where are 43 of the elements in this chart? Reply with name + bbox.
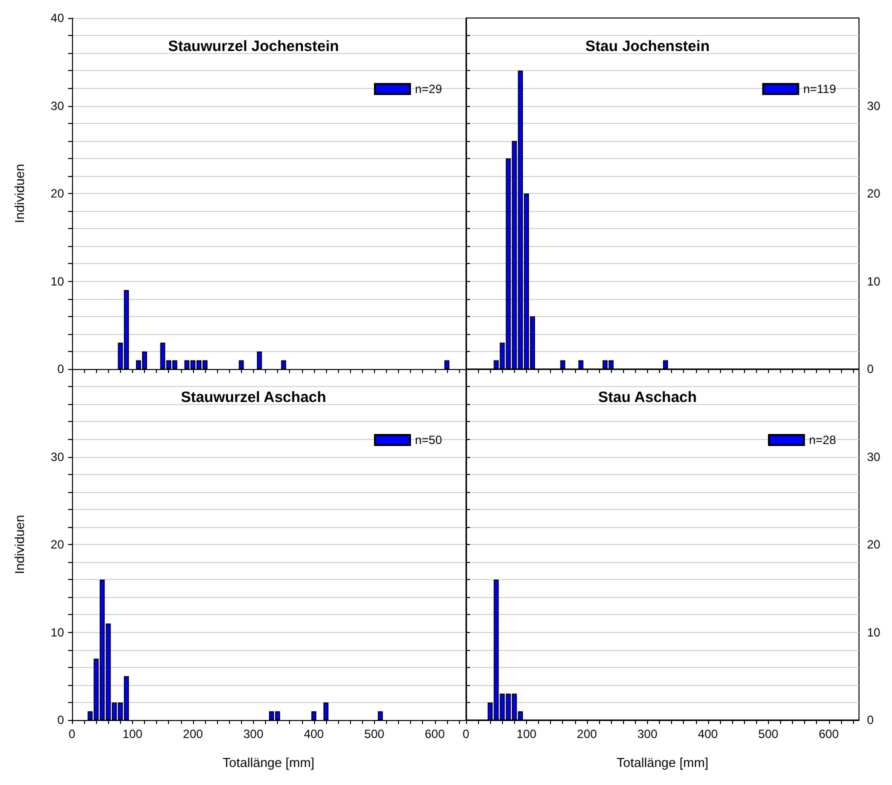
text: Stau Jochenstein xyxy=(585,38,710,55)
y-tick-label: 0 xyxy=(867,362,874,376)
x-tick-label: 600 xyxy=(424,727,446,741)
y-tick-label: 20 xyxy=(867,186,881,200)
text: Stauwurzel Jochenstein xyxy=(168,38,339,55)
y-tick-label: 20 xyxy=(50,186,64,200)
y-tick-label: 10 xyxy=(867,274,881,288)
y-tick-label: 30 xyxy=(867,98,881,113)
y-tick-label: 10 xyxy=(50,274,64,288)
y-tick-label: 30 xyxy=(50,98,64,113)
y-tick-label: 40 xyxy=(50,11,64,25)
x-tick-label: 100 xyxy=(122,727,143,741)
x-tick-label: 0 xyxy=(68,727,76,741)
y-tick-label: 20 xyxy=(50,538,64,552)
x-tick-label: 200 xyxy=(182,727,204,741)
y-tick-label: 20 xyxy=(867,538,881,552)
x-tick-label: 400 xyxy=(304,727,324,741)
y-tick-label: 0 xyxy=(867,713,874,727)
x-tick-label: 300 xyxy=(637,727,658,741)
x-tick-label: 300 xyxy=(243,727,264,741)
x-tick-label: 400 xyxy=(698,727,718,741)
y-tick-label: 0 xyxy=(57,362,64,376)
y-tick-label: 10 xyxy=(50,625,64,640)
x-tick-label: 500 xyxy=(364,727,385,741)
y-tick-label: 0 xyxy=(57,713,64,727)
text: Stau Aschach xyxy=(598,389,697,406)
y-tick-label: 30 xyxy=(50,450,64,464)
x-axis-title: Totallänge [mm] xyxy=(222,755,314,770)
x-tick-label: 500 xyxy=(758,727,779,741)
legend-label: n=119 xyxy=(803,82,836,96)
x-tick-label: 200 xyxy=(576,727,598,741)
text: Stauwurzel Aschach xyxy=(180,389,326,406)
legend-label: n=28 xyxy=(808,433,836,447)
x-tick-label: 0 xyxy=(462,727,470,741)
y-tick-label: 30 xyxy=(867,450,881,464)
x-tick-label: 100 xyxy=(516,727,537,741)
x-tick-label: 600 xyxy=(818,727,840,741)
legend-label: n=29 xyxy=(414,82,442,96)
y-tick-label: 10 xyxy=(867,625,881,640)
y-axis-title: Individuen xyxy=(12,514,27,574)
x-axis-title: Totallänge [mm] xyxy=(616,755,708,770)
legend-label: n=50 xyxy=(414,433,442,447)
y-axis-title: Individuen xyxy=(12,164,27,224)
